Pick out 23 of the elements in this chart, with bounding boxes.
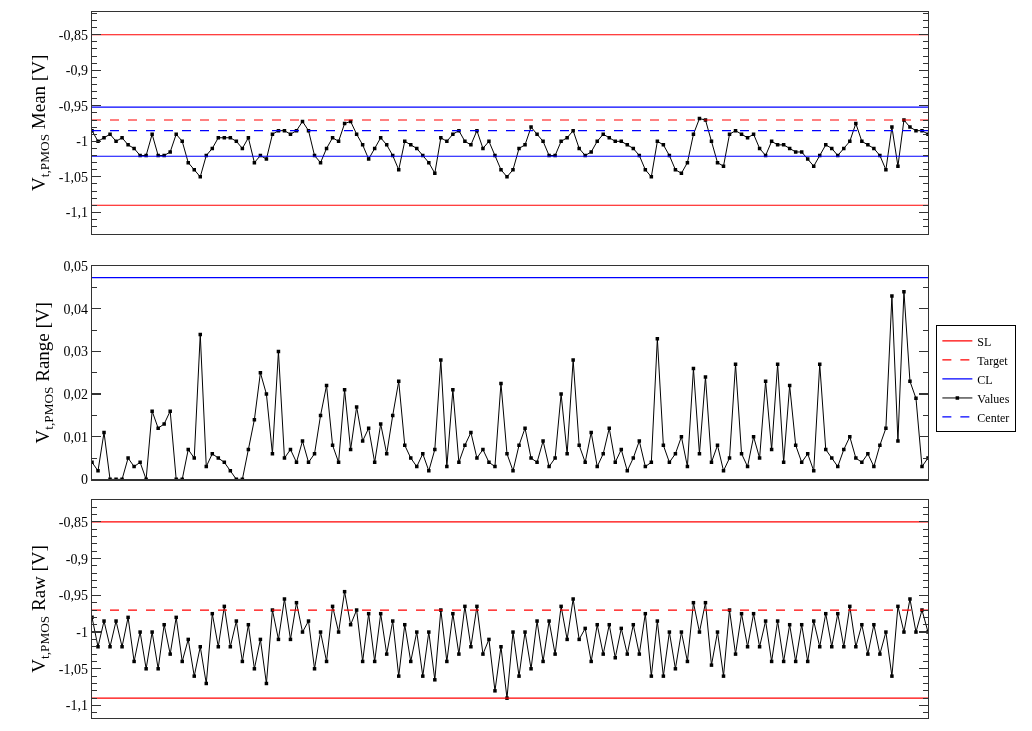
y-tick-label: -0,85 (58, 514, 88, 530)
y-tick-label: -1,05 (58, 169, 88, 185)
y-tick-label: -0,9 (65, 63, 88, 79)
y-tick-label: 0,04 (63, 301, 88, 317)
legend-label: Values (977, 391, 1010, 406)
y-tick-label: -1,1 (65, 698, 88, 714)
legend-label: Target (977, 353, 1009, 368)
y-tick-label: -0,95 (58, 588, 88, 604)
y-tick-label: 0,01 (63, 429, 88, 445)
y-tick-label: 0,02 (63, 386, 88, 402)
legend-label: CL (977, 372, 993, 387)
y-tick-label: -0,9 (65, 551, 88, 567)
legend-label: Center (977, 410, 1010, 425)
y-tick-label: 0,03 (63, 344, 88, 360)
legend-label: SL (977, 334, 992, 349)
y-tick-label: 0,05 (63, 259, 88, 275)
y-tick-label: 0 (81, 472, 88, 488)
y-tick-label: -0,95 (58, 98, 88, 114)
y-tick-label: -1 (76, 624, 88, 640)
y-tick-label: -1,1 (65, 205, 88, 221)
y-tick-label: -1 (76, 134, 88, 150)
y-tick-label: -0,85 (58, 27, 88, 43)
y-tick-label: -1,05 (58, 661, 88, 677)
